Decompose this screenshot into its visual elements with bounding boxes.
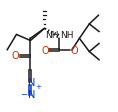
Text: NH: NH [60, 31, 74, 40]
Text: N: N [28, 90, 35, 100]
Text: N: N [28, 78, 35, 88]
Text: −: − [20, 90, 27, 99]
Text: NH: NH [45, 31, 58, 40]
Text: +: + [35, 84, 41, 90]
Text: O: O [11, 51, 19, 61]
Text: O: O [70, 46, 78, 56]
Text: O: O [41, 46, 49, 56]
